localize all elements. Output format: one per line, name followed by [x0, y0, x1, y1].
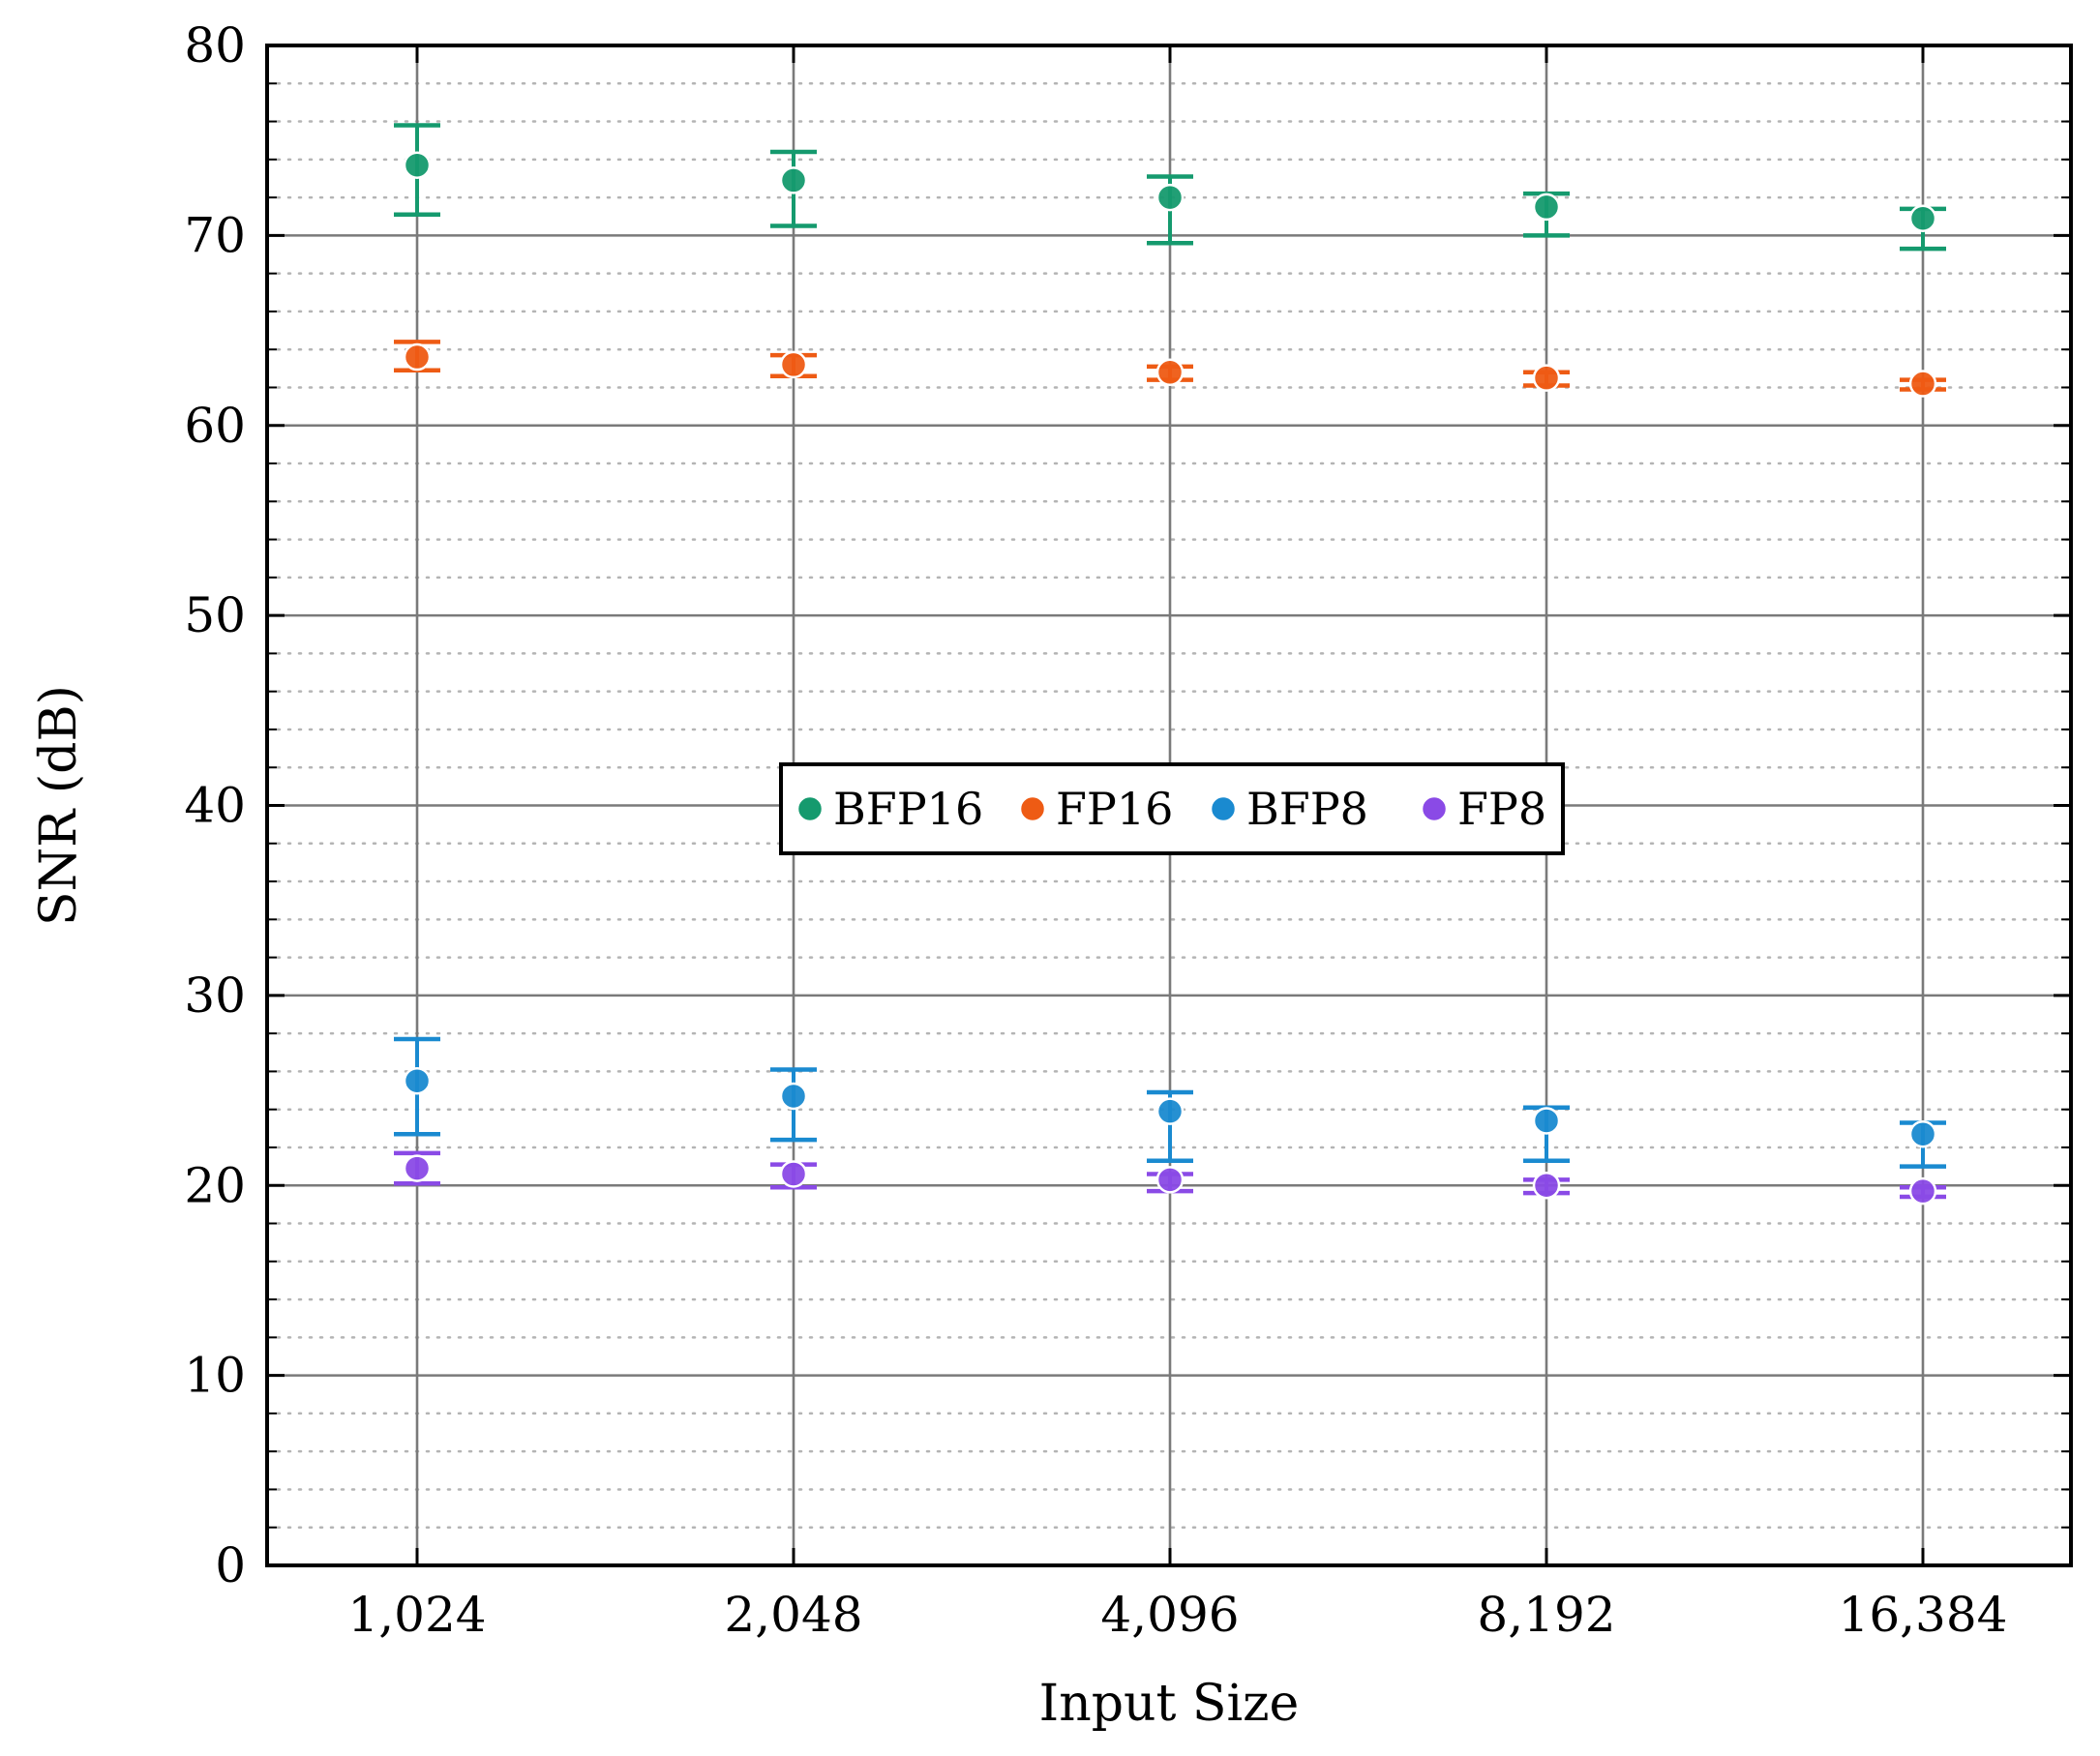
data-point: [1155, 183, 1185, 212]
y-tick-label: 40: [184, 778, 246, 834]
data-point: [779, 1082, 808, 1111]
data-point: [779, 166, 808, 194]
data-point: [779, 1160, 808, 1188]
data-point: [403, 1066, 432, 1095]
data-point: [1532, 364, 1561, 392]
data-point: [1908, 1176, 1937, 1205]
x-tick-label: 8,192: [1477, 1587, 1615, 1643]
series-fp8: [394, 1150, 1946, 1205]
data-point: [1908, 204, 1937, 232]
series-fp16: [394, 340, 1946, 398]
legend-marker-bfp16: [795, 794, 825, 823]
y-tick-label: 0: [215, 1537, 246, 1593]
plot-frame: [265, 44, 2073, 1567]
legend-label-fp16: FP16: [1056, 783, 1173, 835]
y-axis-title: SNR (dB): [30, 685, 88, 926]
x-tick-label: 16,384: [1839, 1587, 2008, 1643]
legend-marker-fp8: [1420, 794, 1449, 823]
series-bfp16: [394, 123, 1946, 252]
legend-marker-bfp8: [1209, 794, 1238, 823]
data-point: [1908, 370, 1937, 398]
x-axis-title: Input Size: [1039, 1675, 1300, 1733]
x-tick-label: 4,096: [1100, 1587, 1239, 1643]
y-tick-label: 80: [184, 17, 246, 74]
data-point: [779, 350, 808, 379]
data-point: [1155, 1166, 1185, 1194]
legend: BFP16 FP16 BFP8 FP8: [779, 762, 1565, 855]
data-point: [403, 151, 432, 179]
data-point: [403, 1154, 432, 1182]
data-point: [1155, 1097, 1185, 1125]
data-point: [1532, 1107, 1561, 1135]
tick-labels: 0 10 20 30 40 50 60 70 80 1,024 2,048 4,096 8,192 16,…: [184, 17, 2007, 1643]
data-point: [1532, 1172, 1561, 1200]
legend-label-fp8: FP8: [1457, 783, 1546, 835]
legend-label-bfp8: BFP8: [1246, 783, 1368, 835]
data-point: [403, 342, 432, 372]
y-tick-label: 10: [184, 1348, 246, 1404]
y-tick-label: 50: [184, 587, 246, 643]
legend-label-bfp16: BFP16: [833, 783, 983, 835]
y-tick-label: 30: [184, 967, 246, 1024]
data-point: [1155, 358, 1185, 387]
y-tick-label: 60: [184, 398, 246, 454]
x-tick-label: 2,048: [724, 1587, 862, 1643]
x-tick-label: 1,024: [347, 1587, 486, 1643]
data-point: [1908, 1119, 1937, 1148]
data-point: [1532, 193, 1561, 222]
legend-marker-fp16: [1018, 794, 1047, 823]
series-layer: [394, 123, 1946, 1205]
series-bfp8: [394, 1036, 1946, 1169]
y-tick-label: 20: [184, 1157, 246, 1213]
y-tick-label: 70: [184, 207, 246, 263]
